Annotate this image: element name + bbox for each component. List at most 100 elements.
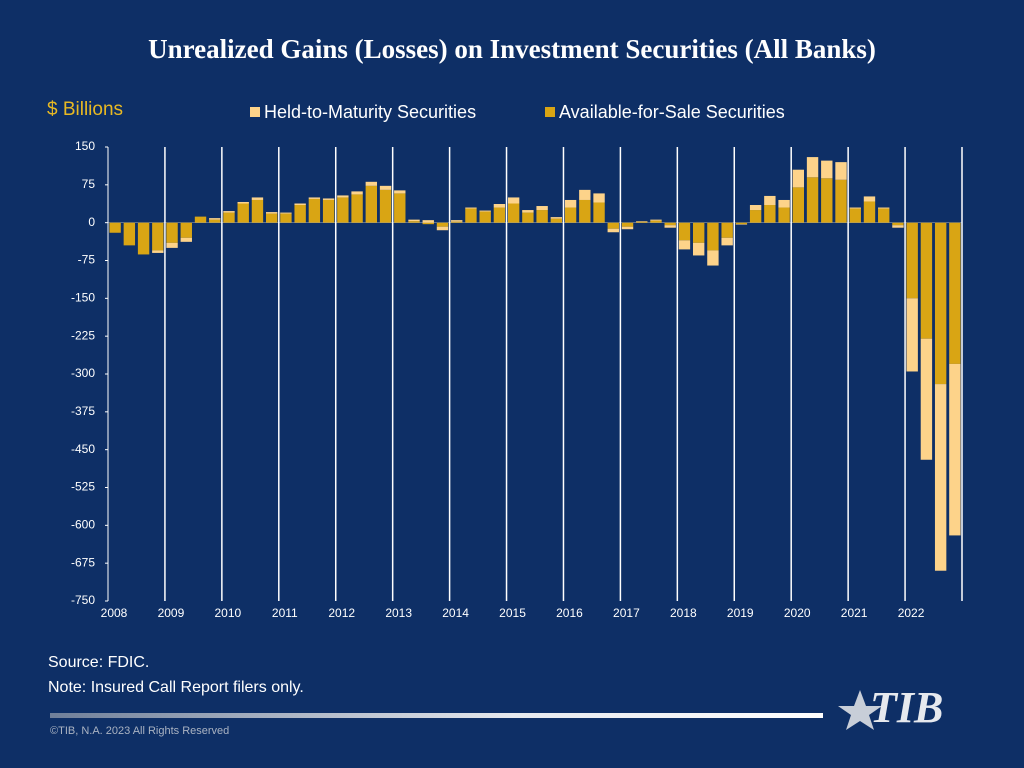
bar-segment <box>863 196 876 202</box>
y-axis-label: $ Billions <box>47 99 123 120</box>
bar-segment <box>806 177 819 223</box>
legend-label: Held-to-Maturity Securities <box>264 102 476 122</box>
bar-segment <box>536 206 548 211</box>
chart: 150 75 0 -75 -150 -225 -300 -375 -450 -525 -600 -67… <box>71 102 963 620</box>
bar-segment <box>522 210 534 213</box>
bar-segment <box>863 201 876 223</box>
x-tick-label: 2018 <box>670 606 697 620</box>
bar-segment <box>337 197 349 223</box>
bar-segment <box>664 222 676 226</box>
bar-segment <box>351 191 363 195</box>
bar-segment <box>593 202 605 223</box>
x-tick-label: 2019 <box>727 606 754 620</box>
bar-segment <box>849 207 861 209</box>
bar-segment <box>251 197 264 200</box>
bar-segment <box>251 199 264 223</box>
bar-segment <box>436 226 449 231</box>
bar-segment <box>636 221 648 222</box>
bar-segment <box>123 222 136 246</box>
bar-segment <box>607 228 619 233</box>
bar-segment <box>408 221 420 223</box>
x-tick-label: 2011 <box>272 606 298 620</box>
bar-segment <box>678 240 691 250</box>
bar-segment <box>137 222 150 255</box>
bar-segment <box>337 195 349 198</box>
bar-segment <box>579 189 591 200</box>
x-tick-label: 2009 <box>158 606 185 620</box>
bar-segment <box>536 210 548 223</box>
bar-segment <box>379 189 392 223</box>
bar-segment <box>265 213 278 223</box>
x-tick-label: 2015 <box>499 606 526 620</box>
bar-segment <box>365 181 378 186</box>
bar-segment <box>749 205 762 211</box>
bar-segment <box>835 179 847 223</box>
bar-segment <box>934 222 947 385</box>
x-tick-label: 2010 <box>215 606 242 620</box>
bar-segment <box>636 221 648 223</box>
bar-segment <box>507 203 520 223</box>
bar-segment <box>237 201 249 204</box>
bar-segment <box>522 212 534 223</box>
bar-segment <box>564 207 577 223</box>
bar-segment <box>678 222 691 241</box>
bar-segment <box>280 213 292 223</box>
bar-segment <box>778 199 790 208</box>
note: Note: Insured Call Report filers only. <box>48 679 304 696</box>
bar-segment <box>479 211 491 223</box>
bar-segment <box>166 222 178 243</box>
bar-segment <box>849 208 861 223</box>
y-tick-label: 0 <box>88 215 95 229</box>
bar-segment <box>650 219 662 221</box>
y-tick-label: -225 <box>71 328 95 342</box>
bar-segment <box>821 178 833 223</box>
legend-swatch <box>545 107 555 117</box>
logo-star <box>838 690 882 730</box>
y-tick-label: -750 <box>71 593 95 607</box>
bar-segment <box>749 210 762 223</box>
bar-segment <box>109 222 121 233</box>
x-tick-label: 2008 <box>101 606 128 620</box>
bar-segment <box>664 225 676 228</box>
bar-segment <box>379 185 392 190</box>
bar-segment <box>764 205 776 223</box>
bar-segment <box>792 169 805 188</box>
bar-segment <box>707 250 719 266</box>
bar-segment <box>394 193 406 223</box>
bar-segment <box>906 298 918 372</box>
bar-segment <box>180 222 192 238</box>
bar-segment <box>479 210 491 212</box>
y-tick-label: -375 <box>71 404 95 418</box>
bar-segment <box>451 221 463 223</box>
x-tick-label: 2016 <box>556 606 583 620</box>
bar-segment <box>408 219 420 222</box>
bar-segment <box>721 222 733 238</box>
bar-segment <box>550 217 563 219</box>
bar-segment <box>152 250 164 253</box>
bar-segment <box>351 194 363 223</box>
bar-segment <box>294 205 306 223</box>
bar-segment <box>593 193 605 203</box>
bar-segment <box>650 220 662 223</box>
bar-segment <box>152 222 164 251</box>
bar-segment <box>308 198 321 223</box>
bar-segment <box>892 225 904 228</box>
bar-segment <box>621 226 634 230</box>
bar-segment <box>223 212 235 223</box>
bar-segment <box>294 203 306 206</box>
bar-segment <box>835 162 847 180</box>
bar-segment <box>878 208 890 223</box>
bar-segment <box>621 222 634 227</box>
bar-segment <box>422 220 434 223</box>
bar-segment <box>607 222 619 229</box>
bar-segment <box>892 222 904 226</box>
bar-segment <box>692 242 705 256</box>
bar-segment <box>280 212 292 214</box>
bar-segment <box>806 157 819 178</box>
bar-segment <box>237 203 249 223</box>
bar-segment <box>451 220 463 222</box>
bar-segment <box>194 216 207 223</box>
y-tick-label: -600 <box>71 518 95 532</box>
bar-segment <box>209 218 221 220</box>
